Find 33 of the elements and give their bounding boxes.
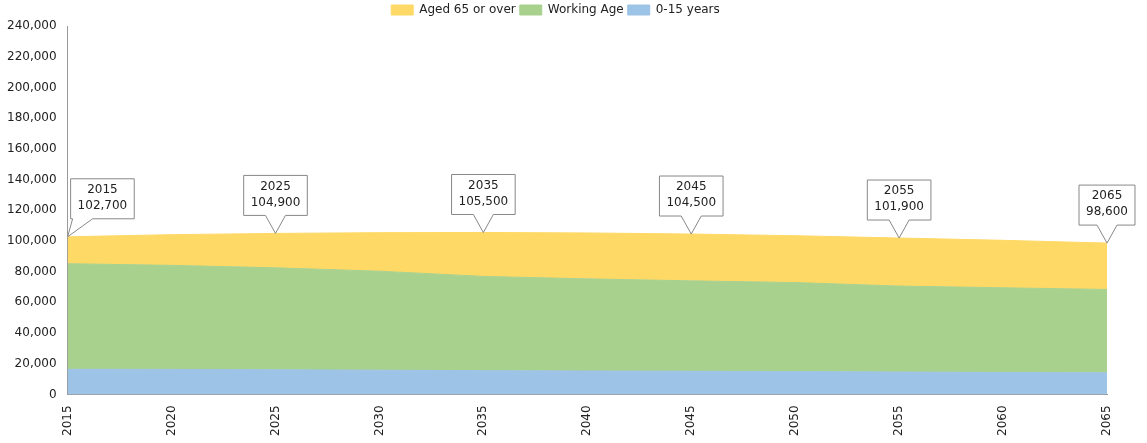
y-tick-label: 160,000 [7, 140, 57, 155]
annotation: 2045 104,500 [666, 179, 717, 210]
x-tick-label: 2060 [995, 405, 1010, 437]
x-tick-label: 2040 [579, 405, 594, 437]
y-tick-label: 240,000 [7, 18, 57, 33]
x-tick-label: 2030 [371, 405, 386, 437]
legend-label: 0-15 years [655, 2, 720, 17]
x-tick-label: 2045 [683, 405, 698, 437]
x-tick-label: 2015 [59, 405, 74, 437]
annotation: 2035 105,500 [458, 177, 509, 208]
x-tick-label: 2035 [475, 405, 490, 437]
y-tick-label: 220,000 [7, 48, 57, 63]
x-tick-label: 2025 [267, 405, 282, 437]
y-tick-label: 140,000 [7, 171, 57, 186]
y-tick-label: 60,000 [14, 294, 57, 309]
y-tick-label: 0 [48, 386, 57, 401]
y-tick-label: 40,000 [14, 325, 57, 340]
x-tick-label: 2055 [891, 405, 906, 437]
y-tick-label: 180,000 [7, 110, 57, 125]
y-tick-label: 200,000 [7, 79, 57, 94]
x-tick-label: 2050 [787, 405, 802, 437]
x-tick-label: 2065 [1099, 405, 1114, 437]
annotation: 2015 102,700 [77, 181, 128, 212]
annotation: 2025 104,900 [250, 178, 301, 209]
x-tick-label: 2020 [163, 405, 178, 437]
annotation: 2055 101,900 [874, 183, 924, 214]
legend-label: Working Age [547, 2, 624, 17]
legend-label: Aged 65 or over [419, 2, 516, 17]
y-tick-label: 80,000 [14, 263, 57, 278]
y-tick-label: 20,000 [14, 355, 57, 370]
y-tick-label: 120,000 [7, 202, 57, 217]
annotation: 2065 98,600 [1086, 188, 1128, 219]
y-tick-label: 100,000 [7, 233, 57, 248]
